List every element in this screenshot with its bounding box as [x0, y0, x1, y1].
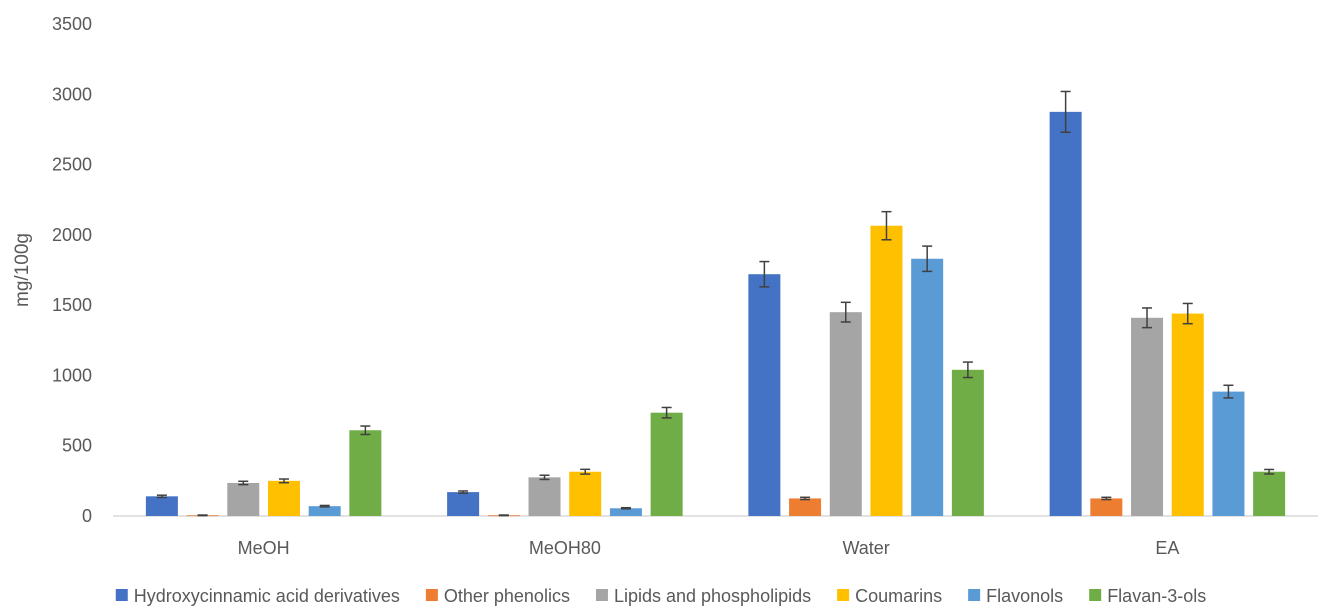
y-axis-title: mg/100g	[12, 233, 33, 307]
error-bar	[498, 514, 509, 517]
bar	[789, 498, 822, 516]
bar	[1090, 498, 1123, 516]
bar	[447, 492, 480, 516]
bars-group	[145, 90, 1286, 517]
error-bar	[1142, 307, 1153, 329]
error-bar	[620, 506, 631, 510]
legend-label: Flavonols	[986, 586, 1063, 606]
bar	[748, 274, 781, 516]
x-tick-label: MeOH	[238, 538, 290, 558]
bar	[1253, 471, 1286, 516]
x-tick-label: MeOH80	[529, 538, 601, 558]
error-bar	[881, 210, 892, 241]
bar	[1049, 111, 1082, 516]
bar	[1171, 313, 1204, 516]
error-bar	[962, 361, 973, 379]
bar	[829, 312, 862, 516]
bar	[609, 508, 642, 516]
bar	[569, 471, 602, 516]
legend: Hydroxycinnamic acid derivatives Other ph…	[115, 586, 1206, 606]
error-bar	[759, 260, 770, 288]
error-bar	[661, 406, 672, 419]
legend-label: Hydroxycinnamic acid derivatives	[134, 586, 400, 606]
legend-item: Coumarins	[837, 586, 942, 606]
bar	[267, 480, 300, 516]
y-tick-label: 1000	[52, 365, 92, 385]
error-bar	[458, 490, 469, 494]
error-bar	[278, 478, 289, 484]
legend-swatch	[1089, 589, 1102, 601]
legend-item: Hydroxycinnamic acid derivatives	[115, 586, 400, 606]
legend-swatch	[837, 589, 850, 601]
legend-label: Lipids and phospholipids	[614, 586, 811, 606]
legend-swatch	[115, 589, 128, 601]
error-bar	[539, 474, 550, 481]
legend-swatch	[425, 589, 438, 601]
error-bar	[922, 245, 933, 273]
bar	[951, 369, 984, 516]
legend-item: Flavonols	[968, 586, 1063, 606]
error-bar	[1223, 384, 1234, 399]
y-tick-label: 3000	[52, 84, 92, 104]
bar	[308, 506, 341, 516]
error-bar	[1264, 468, 1275, 475]
bar	[650, 412, 683, 516]
y-tick-label: 0	[82, 506, 92, 526]
x-tick-label: EA	[1155, 538, 1179, 558]
legend-item: Flavan-3-ols	[1089, 586, 1206, 606]
bar	[1212, 391, 1245, 516]
legend-item: Other phenolics	[425, 586, 570, 606]
legend-label: Coumarins	[855, 586, 942, 606]
bar	[349, 430, 382, 516]
error-bar	[1182, 302, 1193, 325]
y-tick-label: 2000	[52, 225, 92, 245]
y-tick-label: 2500	[52, 155, 92, 175]
y-tick-label: 3500	[52, 14, 92, 34]
x-axis-labels: MeOH MeOH80 Water EA	[238, 538, 1180, 558]
error-bar	[1101, 496, 1112, 501]
y-tick-label: 1500	[52, 295, 92, 315]
bar	[528, 477, 561, 516]
bar	[145, 496, 178, 516]
x-tick-label: Water	[842, 538, 889, 558]
y-axis-ticks: 0 500 1000 1500 2000 2500 3000 3500	[52, 14, 92, 526]
error-bar	[238, 480, 249, 486]
bar	[911, 258, 944, 516]
error-bar	[1060, 90, 1071, 133]
error-bar	[580, 468, 591, 475]
legend-swatch	[595, 589, 608, 601]
bar	[227, 482, 260, 516]
error-bar	[360, 425, 371, 436]
bar	[870, 225, 903, 516]
error-bar	[319, 504, 330, 508]
legend-label: Flavan-3-ols	[1107, 586, 1206, 606]
error-bar	[156, 494, 167, 499]
legend-label: Other phenolics	[444, 586, 570, 606]
error-bar	[197, 514, 208, 517]
legend-swatch	[968, 589, 981, 601]
error-bar	[800, 496, 811, 501]
legend-item: Lipids and phospholipids	[595, 586, 811, 606]
error-bar	[840, 301, 851, 323]
bar	[1131, 317, 1164, 516]
y-tick-label: 500	[62, 436, 92, 456]
